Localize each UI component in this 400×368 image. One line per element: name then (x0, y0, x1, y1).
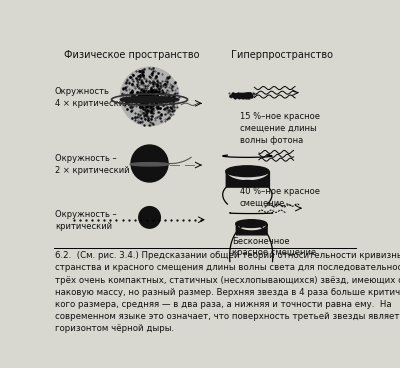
Ellipse shape (231, 93, 253, 98)
Text: 15 %–ное красное
смещение длины
волны фотона: 15 %–ное красное смещение длины волны фо… (240, 112, 320, 145)
Text: Гиперпространство: Гиперпространство (231, 50, 333, 60)
Ellipse shape (236, 220, 267, 227)
Text: Окружность
4 × критический: Окружность 4 × критический (55, 87, 129, 108)
Ellipse shape (226, 166, 269, 177)
Circle shape (139, 206, 160, 228)
Text: 40 %–ное красное
смещение: 40 %–ное красное смещение (240, 187, 320, 208)
Text: Физическое пространство: Физическое пространство (64, 50, 200, 60)
Circle shape (131, 145, 168, 182)
Ellipse shape (130, 163, 169, 166)
Text: Окружность –
2 × критический: Окружность – 2 × критический (55, 154, 129, 175)
Ellipse shape (120, 96, 179, 103)
Circle shape (120, 67, 179, 126)
Text: 6.2.  (См. рис. 3.4.) Предсказании общей теории относительности кривизны про-
ст: 6.2. (См. рис. 3.4.) Предсказании общей … (55, 251, 400, 333)
Text: Окружность –
критический: Окружность – критический (55, 210, 117, 230)
Text: Бесконечное
красное смещение: Бесконечное красное смещение (232, 237, 316, 258)
